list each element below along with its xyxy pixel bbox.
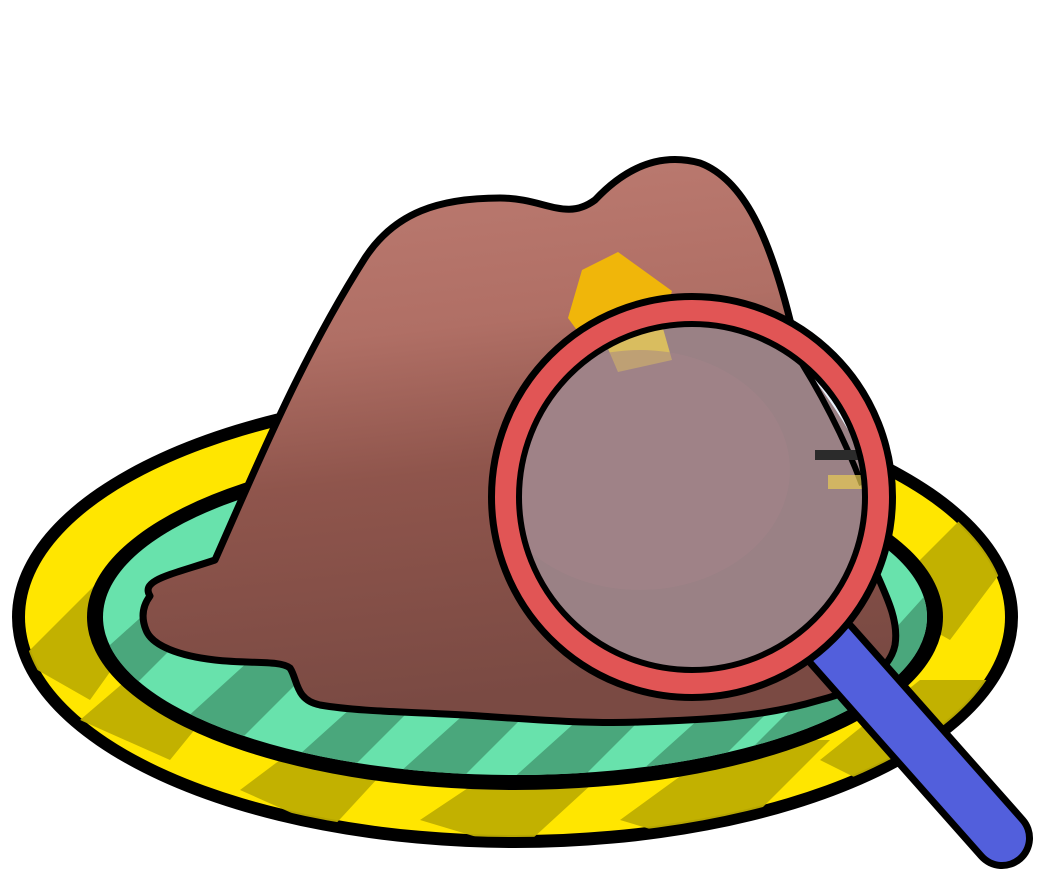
magnifier-frame-outer: [488, 293, 896, 701]
magnifier-frame-inner: [516, 321, 868, 673]
magnifying-glass-icon: [488, 293, 1033, 869]
magnifier-frame: [495, 300, 889, 694]
magnifier-handle: [801, 615, 1033, 869]
